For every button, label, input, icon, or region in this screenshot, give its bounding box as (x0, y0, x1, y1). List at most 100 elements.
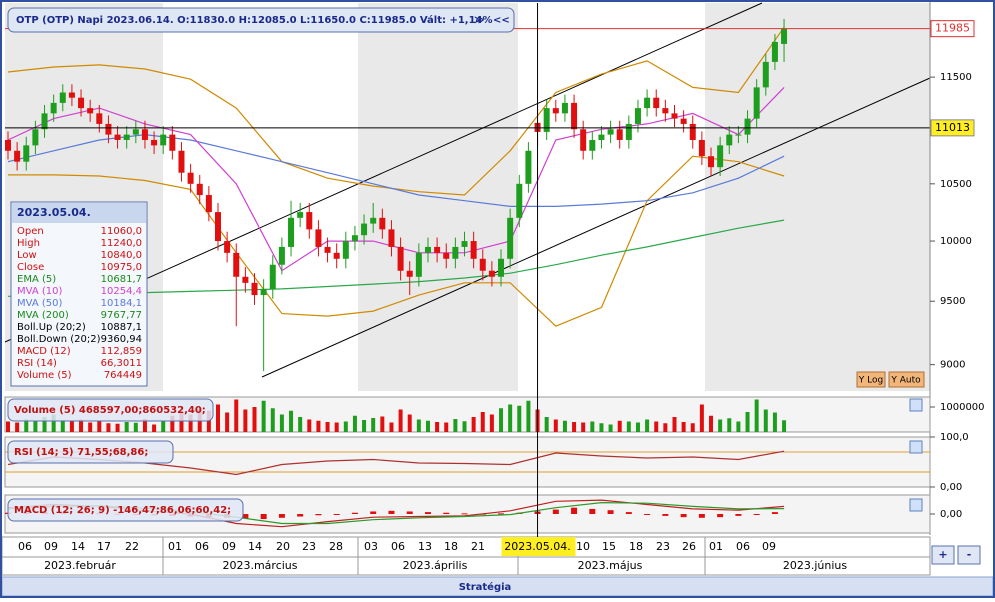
x-tick-label: 18 (629, 540, 643, 553)
axis-area (930, 0, 995, 598)
back[interactable]: << (493, 15, 510, 26)
volume-bar (635, 422, 640, 432)
zoom-in[interactable]: + (938, 548, 947, 561)
overlay-line (7, 86, 785, 272)
month-label: 2023.március (222, 559, 297, 572)
info-value: 9360,94 (101, 334, 142, 345)
candle-body (160, 134, 167, 146)
y-tick-label: 0,00 (940, 509, 962, 520)
volume-bar (352, 415, 357, 432)
candle-body (561, 102, 568, 114)
info-value: 10681,7 (101, 274, 142, 285)
button[interactable] (957, 545, 981, 565)
collapse[interactable]: ≫ (474, 15, 484, 26)
info-label: Close (17, 262, 44, 273)
volume-bar (425, 420, 430, 432)
candle-body (351, 235, 358, 242)
histogram-bar (644, 514, 651, 515)
candle-body (479, 258, 486, 271)
candle-body (361, 223, 368, 236)
strategy[interactable]: Stratégia (459, 581, 512, 593)
volume-bar (142, 419, 147, 432)
info-label: MVA (200) (17, 310, 69, 321)
volume-bar (42, 417, 47, 432)
x-axis: 06 09 14 17 22 01 06 09 14 20 23 28 03 06 13 18 21 10 15 18… (1, 536, 931, 576)
panel-label-box (7, 398, 214, 422)
info-value: 10887,1 (101, 322, 142, 333)
candle-body (580, 129, 587, 151)
info-value: 10254,4 (101, 286, 142, 297)
volume-bar (581, 422, 586, 432)
histogram-bar (406, 511, 413, 514)
y-log[interactable]: Y Log (858, 376, 883, 386)
x-tick-label: 01 (168, 540, 182, 553)
candle-body (151, 139, 158, 146)
button[interactable] (931, 545, 955, 565)
candle-body (644, 97, 651, 109)
candle-body (178, 150, 185, 173)
candle-body (607, 129, 614, 135)
info-label: Low (17, 250, 37, 261)
button[interactable] (856, 371, 886, 388)
candle-body (260, 288, 267, 296)
histogram-bar (315, 514, 322, 516)
info-bg (10, 201, 148, 387)
volume-bar (316, 420, 321, 432)
x-tick-label: 17 (97, 540, 111, 553)
candle-body (571, 102, 578, 130)
candle-body (288, 217, 295, 247)
info-label: Open (17, 226, 44, 237)
volume-bar (453, 419, 458, 432)
histogram-bar (589, 508, 596, 514)
candle-body (671, 113, 678, 119)
button[interactable] (888, 371, 925, 388)
volume-bar (88, 422, 93, 432)
histogram-bar (461, 513, 468, 515)
volume-bar (279, 414, 284, 432)
volume-bar (727, 418, 732, 432)
candle-body (662, 108, 669, 114)
volume-bar (115, 423, 120, 432)
candle-body (14, 150, 21, 162)
info-label: Boll.Down (20;2) (17, 334, 101, 345)
candle-body (525, 150, 532, 184)
volume-bar (179, 412, 184, 432)
info-value: 11060,0 (101, 226, 142, 237)
volume-bar (718, 419, 723, 432)
histogram-bar (333, 514, 340, 515)
zoom-out[interactable]: - (967, 548, 972, 561)
volume-bar (745, 412, 750, 432)
info-value: 9767,77 (101, 310, 142, 321)
volume-bar (499, 408, 504, 432)
volume-bar (133, 422, 138, 432)
candle-body (224, 241, 231, 253)
info-label: MVA (10) (17, 286, 62, 297)
volume-bar (416, 419, 421, 432)
volume-bar (334, 422, 339, 432)
volume-bar (617, 420, 622, 432)
candle-body (132, 129, 139, 135)
candle-body (424, 246, 431, 253)
candle-body (68, 92, 75, 98)
month-label: 2023.február (44, 559, 116, 572)
x-tick-label: 23 (656, 540, 670, 553)
volume-bar (270, 408, 275, 432)
candle-body (653, 97, 660, 109)
candle-body (87, 108, 94, 114)
candle-body (114, 134, 121, 140)
candle-body (342, 241, 349, 259)
histogram-bar (735, 514, 742, 516)
y-auto[interactable]: Y Auto (890, 376, 921, 386)
histogram-bar (278, 514, 285, 518)
x-tick-label: 15 (602, 540, 616, 553)
info-value: 66,3011 (101, 358, 142, 369)
overlay-line (7, 133, 785, 207)
candle-body (744, 118, 751, 135)
candle-body (625, 123, 632, 140)
volume-bar (33, 420, 38, 432)
volume-bar (79, 419, 84, 432)
candle-body (278, 246, 285, 265)
histogram-bar (242, 514, 249, 519)
histogram-bar (443, 512, 450, 514)
candle-body (306, 212, 313, 230)
